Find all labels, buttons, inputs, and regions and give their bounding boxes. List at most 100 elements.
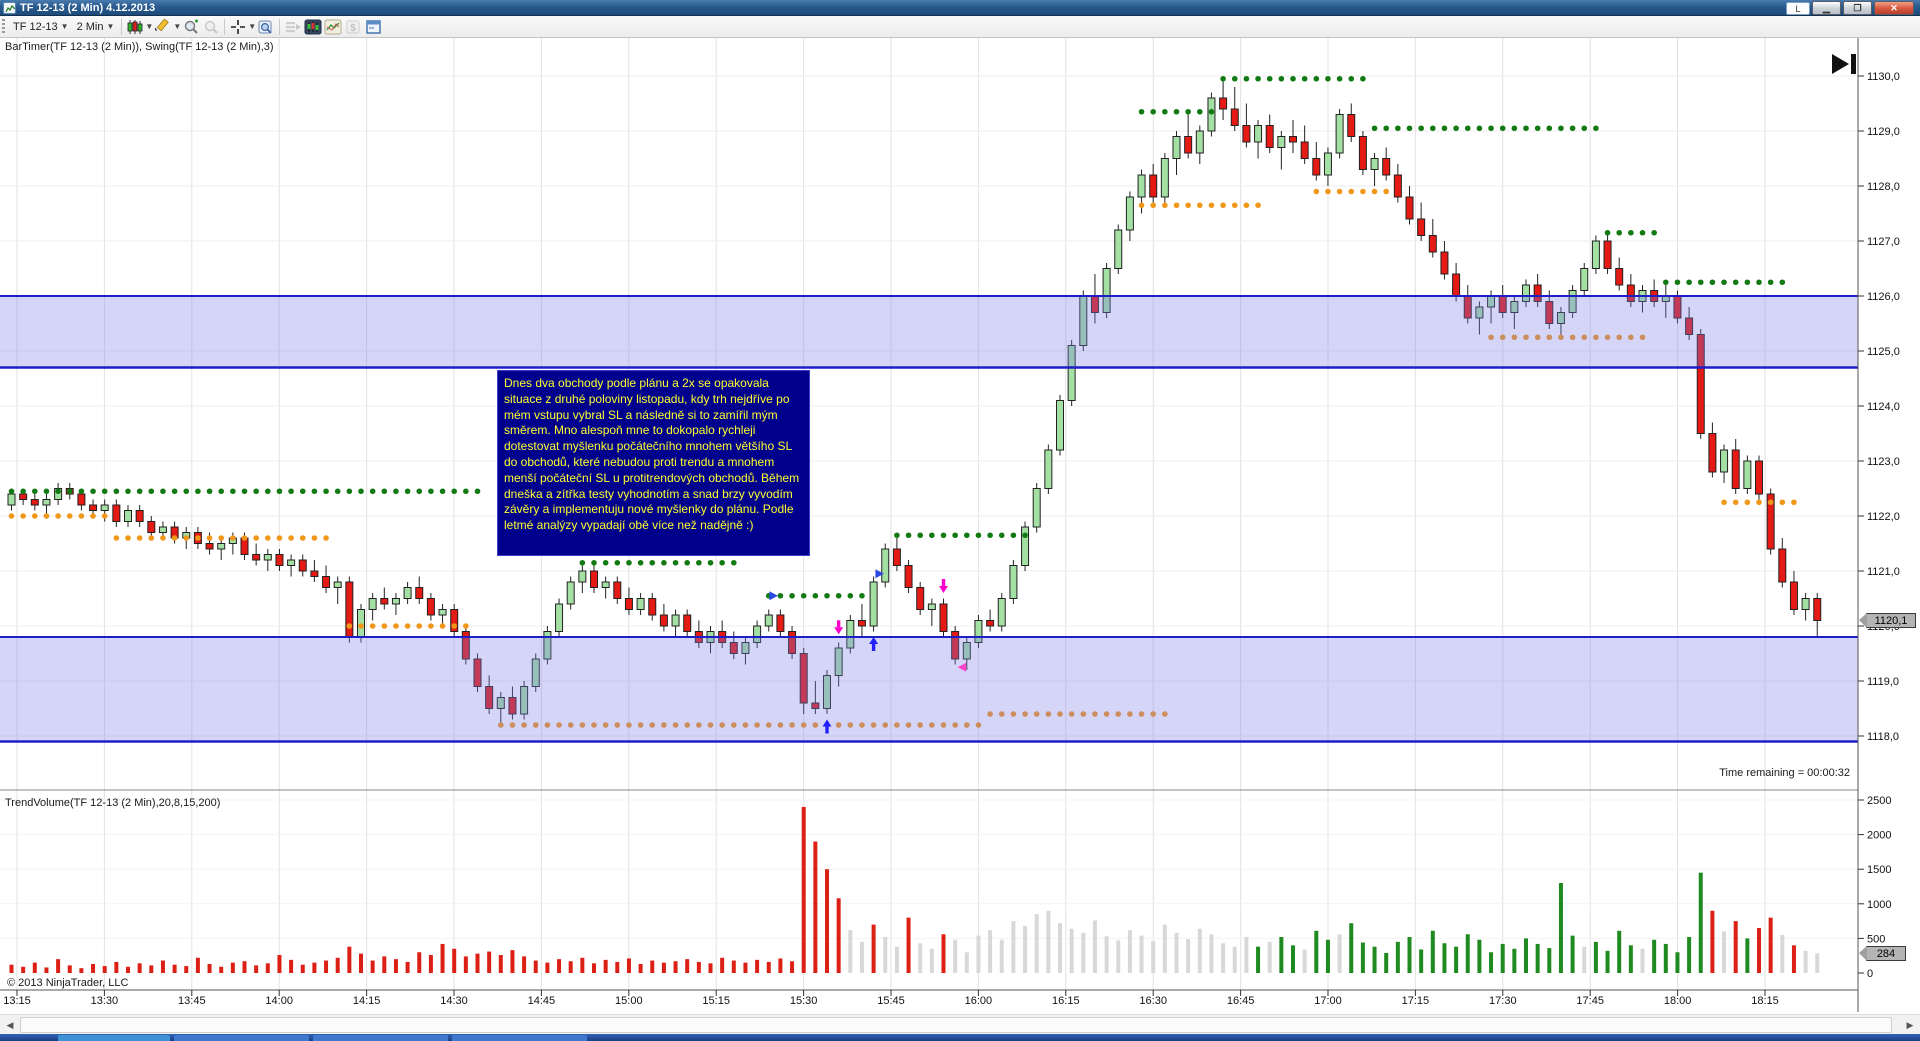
svg-text:15:00: 15:00 (615, 995, 643, 1007)
chevron-down-icon[interactable]: ▼ (248, 21, 257, 31)
svg-text:1000: 1000 (1867, 899, 1891, 911)
window-title: TF 12-13 (2 Min) 4.12.2013 (20, 1, 156, 14)
svg-text:1124,0: 1124,0 (1867, 401, 1900, 413)
svg-text:2500: 2500 (1867, 795, 1891, 807)
svg-text:17:00: 17:00 (1314, 995, 1342, 1007)
svg-text:17:45: 17:45 (1576, 995, 1604, 1007)
taskbar-item[interactable] (58, 1035, 170, 1041)
svg-text:2000: 2000 (1867, 830, 1891, 842)
data-box-button[interactable] (256, 17, 276, 36)
toolbar-separator (224, 18, 226, 35)
chart-trader-icon (286, 21, 302, 32)
svg-text:13:30: 13:30 (91, 995, 119, 1007)
svg-text:16:30: 16:30 (1139, 995, 1167, 1007)
svg-text:14:00: 14:00 (265, 995, 293, 1007)
panels-button[interactable] (363, 17, 383, 36)
svg-text:1126,0: 1126,0 (1867, 291, 1900, 303)
link-button[interactable]: L (1786, 1, 1810, 15)
svg-text:1130,0: 1130,0 (1867, 71, 1900, 83)
zoom-in-icon (184, 19, 198, 34)
chart-style-button[interactable] (125, 17, 145, 36)
interval-label: 2 Min (76, 20, 104, 33)
last-volume-marker: 284 (1859, 946, 1906, 961)
chart-trader-button (283, 17, 303, 36)
last-price-marker: 1120,1 (1859, 613, 1916, 628)
chevron-down-icon[interactable]: ▼ (145, 21, 154, 31)
interval-selector[interactable]: 2 Min ▼ (73, 17, 119, 36)
chevron-down-icon: ▼ (106, 21, 115, 31)
restore-button[interactable]: ❐ (1843, 1, 1872, 15)
market-analyzer-button[interactable] (303, 17, 323, 36)
zoom-out-icon (204, 20, 218, 34)
price-volume-chart[interactable]: 1130,0 1129,0 1128,0 1127,0 1126,0 1125,0 1124… (0, 38, 1920, 1014)
svg-text:500: 500 (1867, 933, 1885, 945)
svg-text:13:45: 13:45 (178, 995, 206, 1007)
chart-type-button[interactable] (323, 17, 343, 36)
market-analyzer-icon (304, 19, 322, 34)
panel-icon (365, 19, 381, 34)
svg-text:14:45: 14:45 (528, 995, 556, 1007)
svg-text:18:00: 18:00 (1664, 995, 1692, 1007)
svg-text:1129,0: 1129,0 (1867, 126, 1900, 138)
scrollbar-thumb[interactable] (20, 1017, 1892, 1033)
chevron-down-icon[interactable]: ▼ (173, 21, 182, 31)
svg-text:16:15: 16:15 (1052, 995, 1080, 1007)
svg-text:14:30: 14:30 (440, 995, 468, 1007)
chart-app-icon (3, 1, 16, 14)
scroll-left-icon[interactable]: ◀ (2, 1017, 18, 1033)
svg-text:1500: 1500 (1867, 864, 1891, 876)
svg-text:18:15: 18:15 (1751, 995, 1779, 1007)
taskbar-item[interactable] (452, 1035, 587, 1041)
volume-indicator-label: TrendVolume(TF 12-13 (2 Min),20,8,15,200… (5, 797, 221, 809)
toolbar-separator (121, 18, 123, 35)
crosshair-icon (231, 19, 246, 34)
dollar-icon: $ (346, 20, 360, 34)
svg-text:1125,0: 1125,0 (1867, 346, 1900, 358)
taskbar-item[interactable] (174, 1035, 309, 1041)
toolbar-grip[interactable] (2, 18, 5, 35)
svg-text:1121,0: 1121,0 (1867, 566, 1900, 578)
magnifier-doc-icon (258, 20, 272, 34)
drawing-tools-button[interactable] (153, 17, 173, 36)
svg-text:13:15: 13:15 (3, 995, 31, 1007)
chevron-down-icon: ▼ (60, 21, 69, 31)
svg-text:$: $ (350, 23, 356, 34)
zoom-in-button[interactable] (181, 17, 201, 36)
pencil-icon (155, 18, 170, 31)
scroll-right-icon[interactable]: ▶ (1902, 1017, 1918, 1033)
zoom-out-button (201, 17, 221, 36)
chart-note[interactable]: Dnes dva obchody podle plánu a 2x se opa… (497, 370, 810, 556)
copyright-label: © 2013 NinjaTrader, LLC (7, 977, 129, 989)
bar-timer-label: Time remaining = 00:00:32 (1719, 767, 1850, 779)
svg-text:1122,0: 1122,0 (1867, 511, 1900, 523)
svg-text:14:15: 14:15 (353, 995, 381, 1007)
svg-text:1128,0: 1128,0 (1867, 181, 1900, 193)
line-chart-icon (324, 19, 342, 34)
svg-text:1127,0: 1127,0 (1867, 236, 1900, 248)
taskbar-strip (0, 1034, 1920, 1041)
crosshair-button[interactable] (228, 17, 248, 36)
close-button[interactable]: ✕ (1874, 1, 1914, 15)
chart-toolbar: TF 12-13 ▼ 2 Min ▼ ▼ ▼ (0, 16, 1920, 38)
title-bar[interactable]: TF 12-13 (2 Min) 4.12.2013 L ▁ ❐ ✕ (0, 0, 1920, 16)
svg-text:16:45: 16:45 (1227, 995, 1255, 1007)
dollar-button: $ (343, 17, 363, 36)
instrument-label: TF 12-13 (13, 20, 58, 33)
svg-text:15:15: 15:15 (702, 995, 730, 1007)
chart-plot-area[interactable]: 1130,0 1129,0 1128,0 1127,0 1126,0 1125,0 1124… (0, 38, 1920, 1014)
svg-text:17:15: 17:15 (1402, 995, 1430, 1007)
svg-text:16:00: 16:00 (965, 995, 993, 1007)
svg-text:0: 0 (1867, 968, 1873, 980)
instrument-selector[interactable]: TF 12-13 ▼ (9, 17, 73, 36)
svg-text:1119,0: 1119,0 (1867, 676, 1899, 688)
toolbar-separator (279, 18, 281, 35)
svg-text:17:30: 17:30 (1489, 995, 1517, 1007)
minimize-button[interactable]: ▁ (1812, 1, 1841, 15)
taskbar-item[interactable] (313, 1035, 448, 1041)
candlestick-icon (127, 19, 143, 34)
svg-text:1123,0: 1123,0 (1867, 456, 1900, 468)
indicator-label: BarTimer(TF 12-13 (2 Min)), Swing(TF 12-… (5, 41, 274, 53)
horizontal-scrollbar[interactable]: ◀ ▶ (0, 1014, 1920, 1034)
svg-text:15:45: 15:45 (877, 995, 905, 1007)
